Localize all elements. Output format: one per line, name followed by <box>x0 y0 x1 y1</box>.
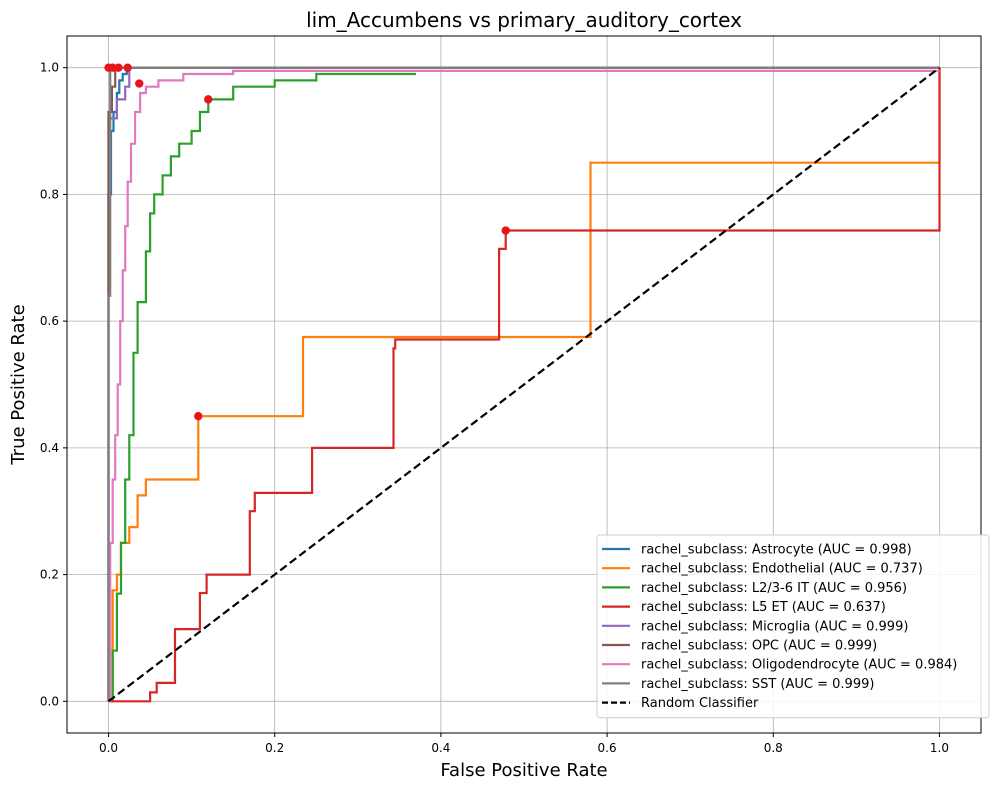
optimal-threshold-marker <box>114 63 123 72</box>
microglia-roc-line <box>107 66 940 702</box>
x-tick-label: 0.2 <box>265 741 284 755</box>
l23-6-it-roc-line <box>108 72 416 703</box>
optimal-threshold-marker <box>204 95 213 104</box>
y-axis-label: True Positive Rate <box>8 304 29 465</box>
legend-entry-label: rachel_subclass: Astrocyte (AUC = 0.998) <box>641 543 912 558</box>
optimal-threshold-marker <box>123 63 132 72</box>
x-tick-label: 0.8 <box>764 741 783 755</box>
x-tick-label: 0.4 <box>431 741 450 755</box>
x-axis-label: False Positive Rate <box>440 760 607 781</box>
y-tick-label: 0.8 <box>40 187 59 201</box>
y-tick-label: 0.0 <box>40 694 59 708</box>
legend-entry-label: rachel_subclass: Microglia (AUC = 0.999) <box>641 619 908 634</box>
legend: rachel_subclass: Astrocyte (AUC = 0.998)… <box>596 534 990 719</box>
optimal-threshold-marker <box>194 411 203 421</box>
y-tick-label: 0.6 <box>40 314 59 328</box>
x-tick-label: 0.0 <box>99 741 118 755</box>
legend-entry-label: Random Classifier <box>641 696 759 711</box>
legend-entry-label: rachel_subclass: OPC (AUC = 0.999) <box>641 639 877 654</box>
y-tick-label: 0.4 <box>40 441 59 455</box>
axes-frame <box>66 35 982 734</box>
optimal-threshold-marker <box>135 79 144 88</box>
y-axis-ticks: 0.0 0.2 0.4 0.6 0.8 1.0 <box>40 61 67 708</box>
legend-entry-label: rachel_subclass: L5 ET (AUC = 0.637) <box>641 600 886 615</box>
x-tick-label: 1.0 <box>930 741 949 755</box>
legend-box <box>596 534 990 719</box>
plot-series <box>104 63 941 703</box>
chart-title: lim_Accumbens vs primary_auditory_cortex <box>306 8 742 32</box>
sst-roc-line <box>107 66 940 702</box>
x-tick-label: 0.6 <box>598 741 617 755</box>
x-axis-ticks: 0.0 0.2 0.4 0.6 0.8 1.0 <box>99 733 949 755</box>
optimal-threshold-marker <box>104 63 113 72</box>
legend-entry-label: rachel_subclass: Oligodendrocyte (AUC = … <box>641 658 957 673</box>
endothelial-roc-line <box>108 67 941 703</box>
legend-entry-label: rachel_subclass: L2/3-6 IT (AUC = 0.956) <box>641 581 907 596</box>
legend-entry-label: rachel_subclass: Endothelial (AUC = 0.73… <box>641 562 923 577</box>
legend-entry-label: rachel_subclass: SST (AUC = 0.999) <box>641 677 874 692</box>
oligodendrocyte-roc-line <box>108 69 940 703</box>
y-tick-label: 0.2 <box>40 568 59 582</box>
l5-et-roc-line <box>108 67 941 703</box>
y-tick-label: 1.0 <box>40 61 59 75</box>
optimal-threshold-marker <box>501 226 510 235</box>
random-classifier-line <box>107 66 941 703</box>
